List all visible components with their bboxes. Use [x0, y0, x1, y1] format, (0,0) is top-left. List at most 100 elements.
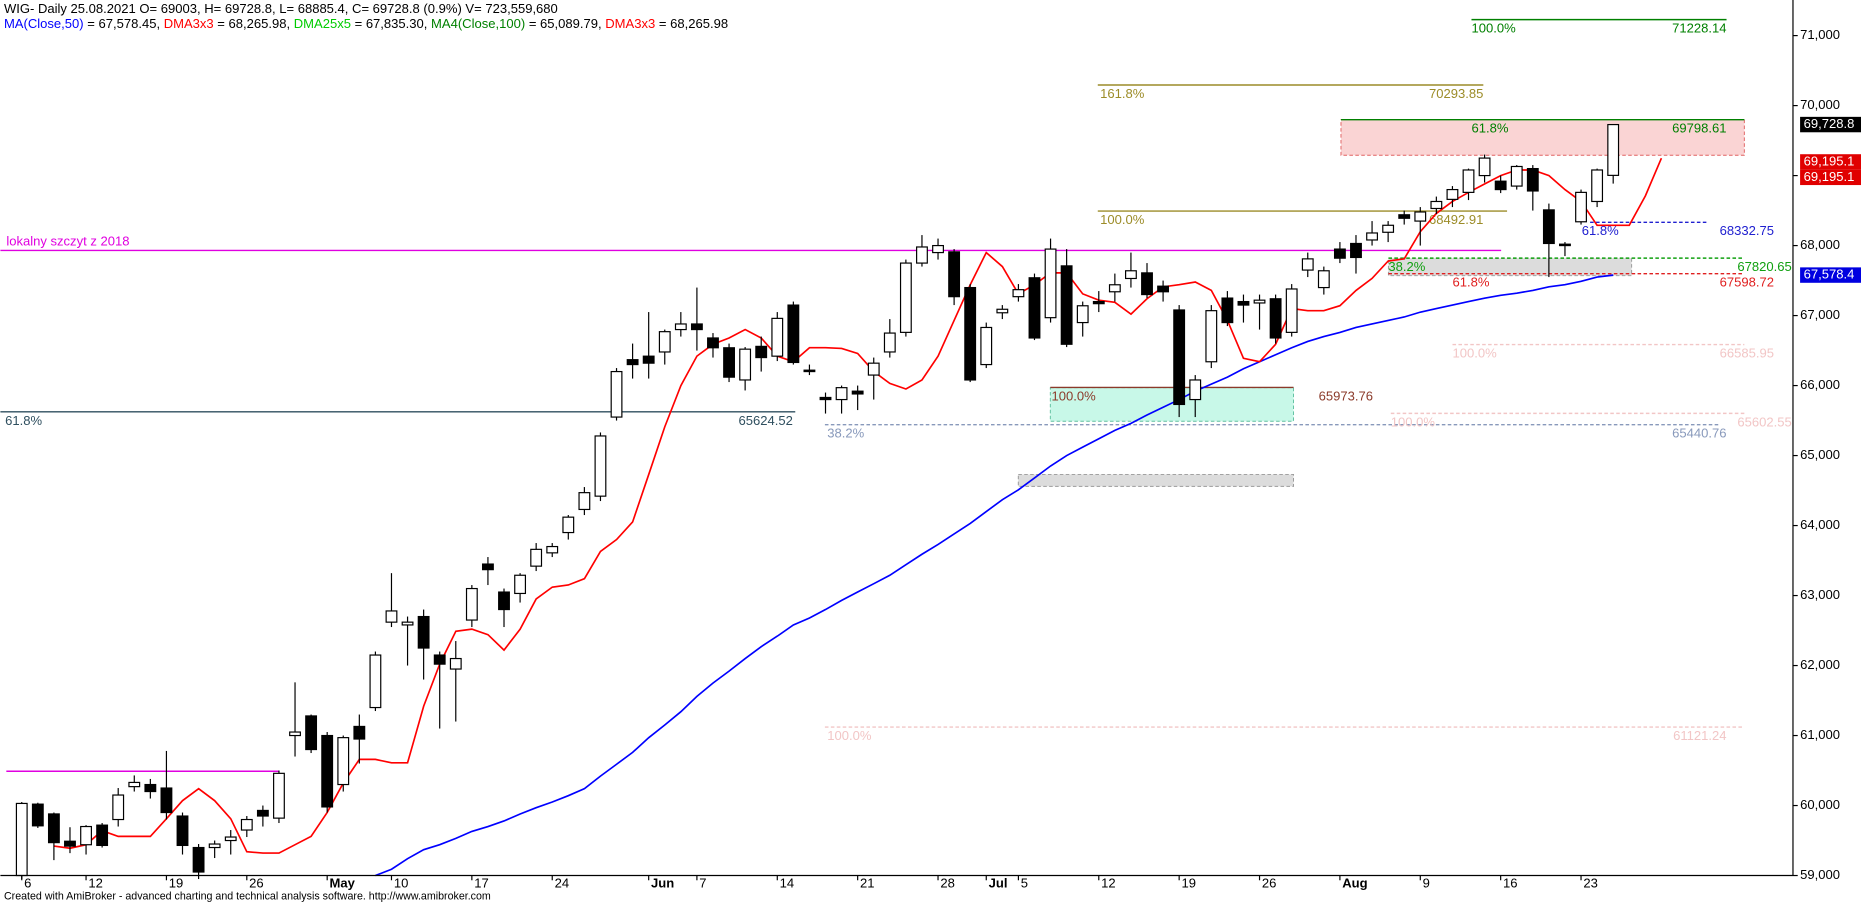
candle-body: [385, 610, 398, 623]
candle-body: [787, 304, 800, 364]
candle-body: [256, 809, 269, 817]
price-marker-label: 69,195.1: [1804, 169, 1855, 184]
level-label: 38.2%: [827, 426, 864, 441]
x-tick-label: 26: [1262, 875, 1276, 890]
candle-body: [176, 815, 189, 847]
candle-body: [1607, 123, 1620, 176]
legend-value: = 67,578.45,: [84, 16, 164, 31]
candle-body: [273, 772, 285, 819]
candle-body: [1269, 298, 1282, 339]
y-tick-label: 66,000: [1800, 377, 1840, 392]
candle-body: [1591, 169, 1604, 203]
candle-body: [96, 824, 109, 847]
indicator-line: [375, 274, 1614, 877]
candle-body: [160, 787, 173, 814]
indicator-line: [53, 157, 1663, 854]
candle-body: [948, 251, 961, 298]
candle-body: [1414, 211, 1427, 222]
candle-body: [369, 654, 382, 709]
candle-body: [1559, 243, 1571, 247]
level-label: 61.8%: [1452, 275, 1489, 290]
candle-body: [1301, 258, 1314, 271]
level-value: 69798.61: [1672, 121, 1726, 136]
candle-body: [417, 615, 430, 649]
y-tick-label: 68,000: [1800, 237, 1840, 252]
x-tick-label: 26: [249, 875, 264, 890]
x-tick-label: 7: [699, 875, 706, 890]
level-label: 38.2%: [1388, 259, 1425, 274]
candle-body: [674, 323, 687, 331]
candle-body: [192, 846, 205, 873]
candle-body: [883, 332, 896, 353]
candle-body: [594, 435, 607, 497]
x-tick-label: 28: [940, 875, 955, 890]
legend-value: = 65,089.79,: [525, 16, 605, 31]
candle-body: [1430, 200, 1443, 210]
y-tick-label: 63,000: [1800, 587, 1840, 602]
candle-body: [128, 781, 141, 788]
candle-body: [626, 359, 639, 366]
x-tick-label: 17: [474, 875, 489, 890]
x-tick-label: 19: [1182, 875, 1197, 890]
level-value: 65440.76: [1672, 426, 1726, 441]
level-value: 65973.76: [1319, 388, 1373, 403]
candle-body: [996, 308, 1009, 314]
candle-body: [546, 545, 559, 554]
candle-body: [803, 369, 816, 373]
candle-body: [658, 331, 671, 353]
x-tick-label: 23: [1583, 875, 1597, 890]
candle-body: [1398, 214, 1411, 219]
candle-body: [1012, 289, 1025, 298]
candle-body: [15, 802, 28, 877]
candle-body: [771, 317, 784, 357]
x-tick-label: Jun: [651, 875, 674, 890]
x-tick-label: 6: [24, 875, 31, 890]
y-tick-label: 70,000: [1800, 97, 1840, 112]
x-tick-label: Jul: [989, 875, 1008, 890]
level-value: 65602.55: [1737, 414, 1791, 429]
candle-body: [755, 345, 768, 359]
level-value: 66585.95: [1720, 345, 1774, 360]
candle-body: [1028, 277, 1041, 339]
candle-body: [851, 390, 864, 395]
legend-value: = 68,265.98,: [214, 16, 294, 31]
candle-body: [867, 362, 880, 376]
candle-body: [208, 843, 221, 849]
candle-body: [1317, 270, 1330, 289]
legend-value: = 68,265.98: [655, 16, 728, 31]
candle-body: [1542, 209, 1555, 245]
candle-body: [1141, 272, 1153, 296]
x-tick-label: May: [330, 875, 356, 890]
x-tick-label: 12: [88, 875, 102, 890]
y-tick-label: 62,000: [1800, 657, 1840, 672]
candle-body: [1076, 305, 1089, 324]
level-value: 67820.65: [1737, 259, 1791, 274]
zone: [1017, 473, 1294, 487]
candle-body: [562, 516, 575, 534]
candle-body: [723, 347, 735, 378]
x-tick-label: 24: [555, 875, 570, 890]
legend-name: MA(Close,50): [4, 16, 84, 31]
candle-body: [1494, 180, 1507, 191]
level-label: 61.8%: [1471, 121, 1508, 136]
x-tick-label: 16: [1503, 875, 1517, 890]
plot-area: lokalny szczyt z 2018 61.8% 65624.52 100.0%…: [0, 18, 1792, 880]
candle-body: [449, 657, 462, 670]
candle-body: [1173, 309, 1186, 406]
y-tick-label: 71,000: [1800, 27, 1840, 42]
candle-body: [433, 654, 446, 665]
price-marker-label: 67,578.4: [1804, 267, 1855, 282]
level-value: 61121.24: [1673, 728, 1726, 743]
candle-body: [1157, 285, 1170, 293]
candle-body: [465, 587, 478, 621]
candle-body: [578, 492, 591, 511]
legend-name: DMA3x3: [164, 16, 214, 31]
price-marker-label: 69,728.8: [1804, 116, 1855, 131]
candle-body: [64, 840, 76, 847]
candle-body: [353, 725, 366, 740]
candle-body: [916, 246, 928, 264]
candle-body: [932, 244, 944, 254]
candle-body: [240, 818, 253, 831]
candle-body: [498, 591, 510, 611]
